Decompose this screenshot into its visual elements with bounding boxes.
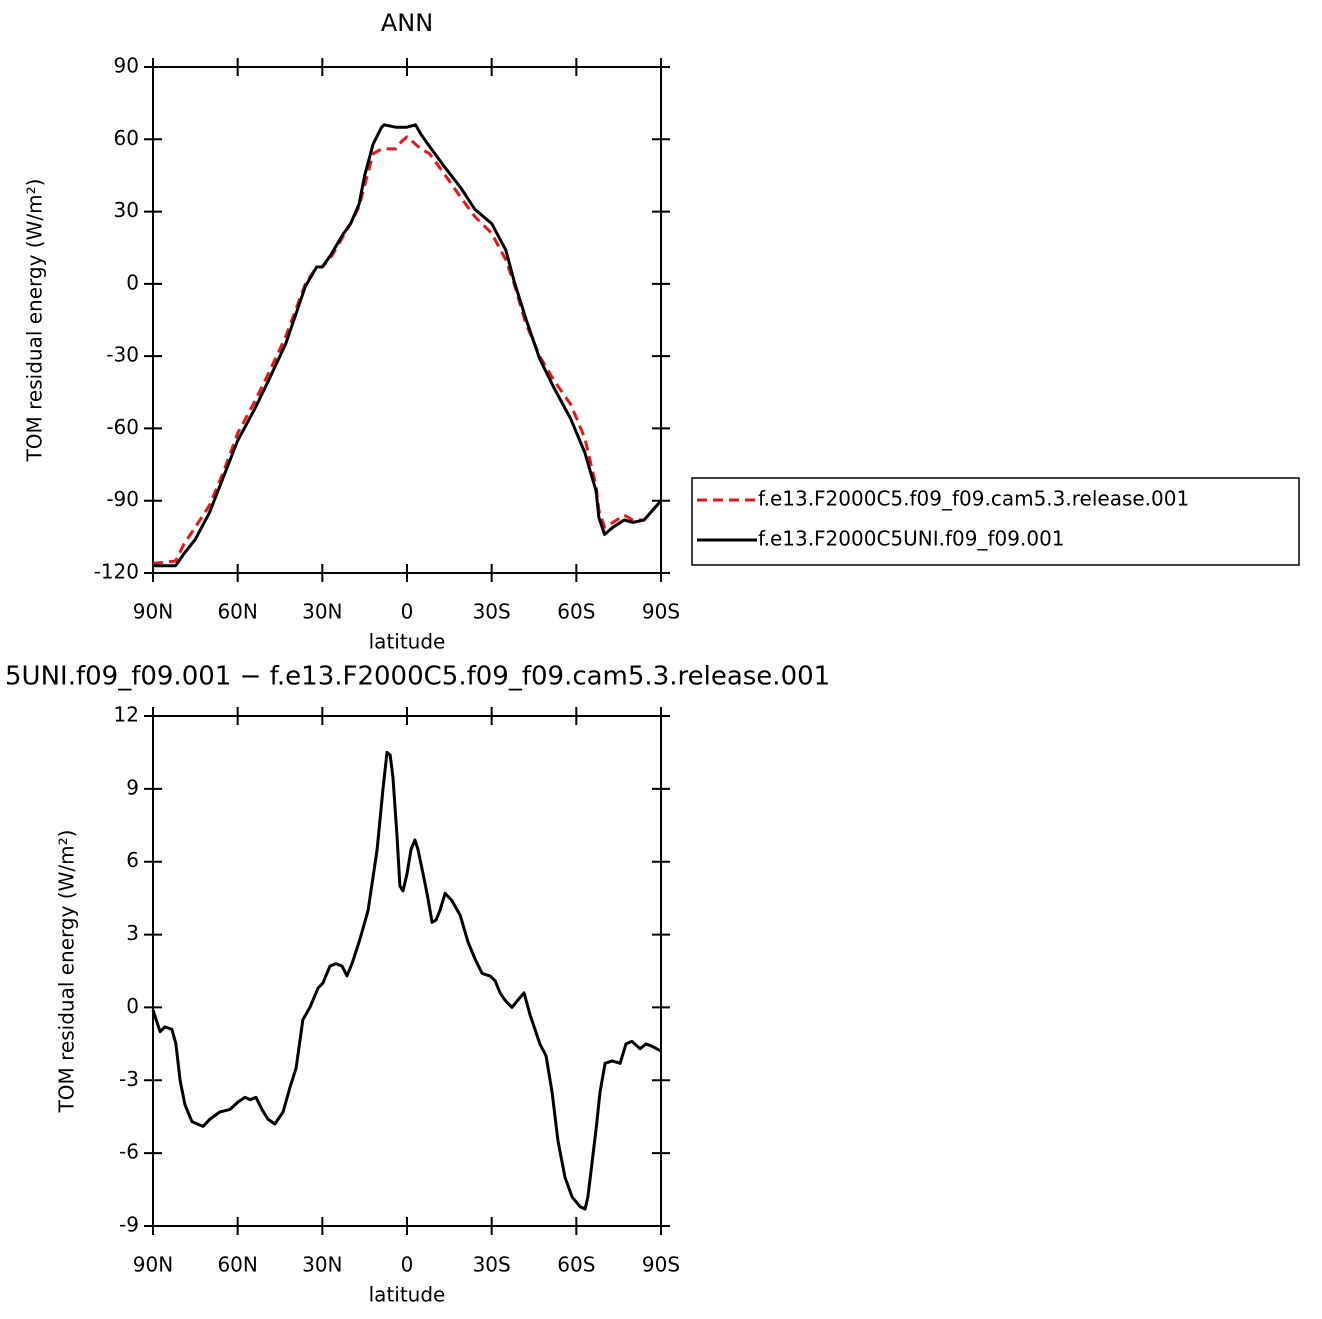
y-tick-label: 3	[126, 921, 139, 945]
y-tick-label: 9	[126, 775, 139, 799]
data-line	[151, 750, 662, 1211]
x-axis-label: latitude	[369, 1283, 446, 1307]
x-tick-label: 30N	[302, 600, 342, 624]
legend-box	[691, 477, 1300, 566]
legend-label: f.e13.F2000C5.f09_f09.cam5.3.release.001	[758, 487, 1189, 511]
y-tick-label: -60	[106, 415, 139, 439]
x-tick-label: 90S	[642, 1253, 680, 1277]
y-axis-label: TOM residual energy (W/m²)	[23, 179, 47, 463]
y-tick-label: -3	[119, 1067, 139, 1091]
y-tick-label: 60	[114, 126, 139, 150]
x-tick-label: 60N	[217, 1253, 257, 1277]
y-axis-label: TOM residual energy (W/m²)	[55, 830, 79, 1114]
x-tick-label: 30S	[473, 1253, 511, 1277]
x-tick-label: 30N	[302, 1253, 342, 1277]
x-tick-label: 60S	[557, 1253, 595, 1277]
x-tick-label: 60S	[557, 600, 595, 624]
x-axis-label: latitude	[369, 630, 446, 654]
y-tick-label: -90	[106, 487, 139, 511]
y-tick-label: 90	[114, 54, 139, 78]
x-tick-label: 90N	[133, 600, 173, 624]
y-tick-label: -6	[119, 1140, 139, 1164]
y-tick-label: -30	[106, 343, 139, 367]
y-tick-label: 30	[114, 198, 139, 222]
x-tick-label: 0	[401, 1253, 414, 1277]
y-tick-label: 6	[126, 848, 139, 872]
x-tick-label: 60N	[217, 600, 257, 624]
y-tick-label: 0	[126, 270, 139, 294]
legend-label: f.e13.F2000C5UNI.f09_f09.001	[758, 527, 1065, 551]
x-tick-label: 90S	[642, 600, 680, 624]
x-tick-label: 30S	[473, 600, 511, 624]
chart-title: 5UNI.f09_f09.001 − f.e13.F2000C5.f09_f09…	[5, 662, 830, 692]
y-tick-label: -9	[119, 1213, 139, 1237]
data-line	[152, 135, 663, 565]
data-line	[153, 123, 663, 568]
chart-title: ANN	[381, 9, 433, 37]
x-tick-label: 0	[401, 600, 414, 624]
y-tick-label: -120	[94, 560, 139, 584]
x-tick-label: 90N	[133, 1253, 173, 1277]
y-tick-label: 0	[126, 994, 139, 1018]
y-tick-label: 12	[114, 703, 139, 727]
